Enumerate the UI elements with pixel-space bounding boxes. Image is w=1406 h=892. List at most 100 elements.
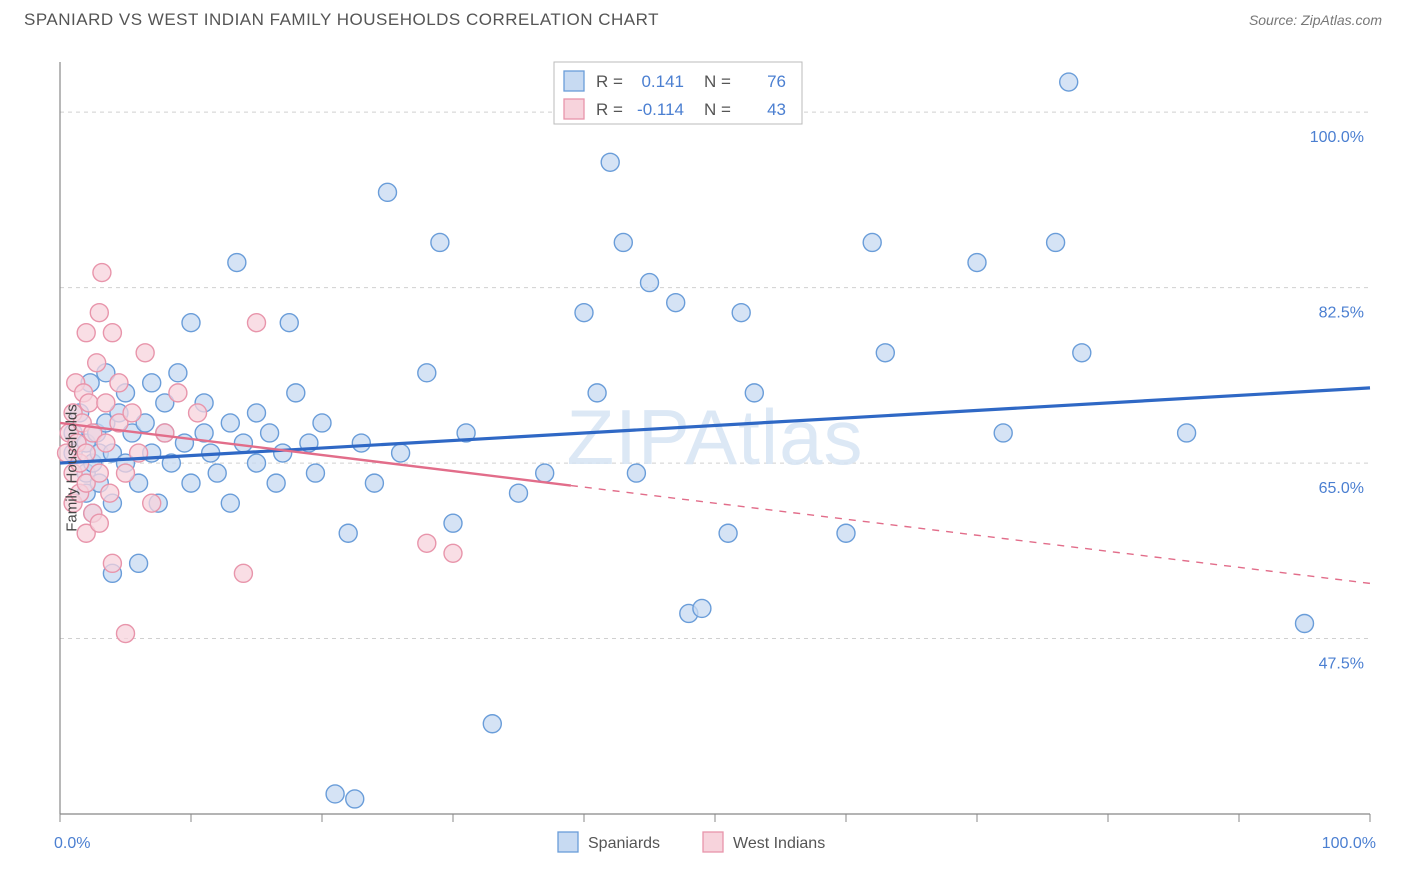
scatter-point bbox=[379, 183, 397, 201]
y-axis-label: Family Households bbox=[63, 404, 80, 532]
scatter-point bbox=[418, 534, 436, 552]
scatter-point bbox=[228, 254, 246, 272]
svg-text:47.5%: 47.5% bbox=[1319, 656, 1364, 673]
svg-text:76: 76 bbox=[767, 72, 786, 91]
scatter-point bbox=[365, 474, 383, 492]
scatter-point bbox=[863, 233, 881, 251]
scatter-chart: 47.5% 65.0% 82.5% 100.0% ZIPAtlas 0.0% 100.0% R… bbox=[0, 44, 1406, 892]
scatter-point bbox=[103, 554, 121, 572]
scatter-point bbox=[1296, 614, 1314, 632]
scatter-point bbox=[130, 554, 148, 572]
scatter-point bbox=[143, 374, 161, 392]
svg-text:N =: N = bbox=[704, 72, 731, 91]
legend-swatch bbox=[558, 832, 578, 852]
scatter-point bbox=[575, 304, 593, 322]
scatter-point bbox=[189, 404, 207, 422]
svg-text:65.0%: 65.0% bbox=[1319, 480, 1364, 497]
scatter-point bbox=[444, 514, 462, 532]
scatter-point bbox=[143, 494, 161, 512]
svg-text:100.0%: 100.0% bbox=[1310, 129, 1364, 146]
svg-text:R =: R = bbox=[596, 100, 623, 119]
scatter-point bbox=[306, 464, 324, 482]
legend-swatch bbox=[564, 99, 584, 119]
scatter-point bbox=[97, 434, 115, 452]
scatter-point bbox=[352, 434, 370, 452]
scatter-point bbox=[431, 233, 449, 251]
scatter-point bbox=[641, 274, 659, 292]
scatter-point bbox=[234, 434, 252, 452]
chart-source: Source: ZipAtlas.com bbox=[1249, 12, 1382, 28]
scatter-point bbox=[667, 294, 685, 312]
scatter-point bbox=[1060, 73, 1078, 91]
scatter-point bbox=[339, 524, 357, 542]
chart-header: SPANIARD VS WEST INDIAN FAMILY HOUSEHOLD… bbox=[0, 0, 1406, 36]
scatter-point bbox=[169, 364, 187, 382]
scatter-point bbox=[208, 464, 226, 482]
svg-text:43: 43 bbox=[767, 100, 786, 119]
scatter-point bbox=[90, 464, 108, 482]
scatter-point bbox=[267, 474, 285, 492]
scatter-point bbox=[280, 314, 298, 332]
legend-label: Spaniards bbox=[588, 835, 660, 852]
svg-text:-0.114: -0.114 bbox=[637, 100, 684, 119]
scatter-point bbox=[123, 404, 141, 422]
scatter-point bbox=[77, 324, 95, 342]
scatter-point bbox=[80, 394, 98, 412]
scatter-point bbox=[248, 404, 266, 422]
scatter-point bbox=[837, 524, 855, 542]
scatter-point bbox=[1178, 424, 1196, 442]
svg-text:82.5%: 82.5% bbox=[1319, 305, 1364, 322]
scatter-point bbox=[536, 464, 554, 482]
scatter-point bbox=[90, 514, 108, 532]
scatter-point bbox=[968, 254, 986, 272]
scatter-point bbox=[248, 454, 266, 472]
scatter-point bbox=[274, 444, 292, 462]
svg-text:ZIPAtlas: ZIPAtlas bbox=[567, 393, 864, 481]
scatter-point bbox=[346, 790, 364, 808]
scatter-point bbox=[510, 484, 528, 502]
scatter-point bbox=[103, 324, 121, 342]
scatter-point bbox=[88, 354, 106, 372]
scatter-point bbox=[1073, 344, 1091, 362]
scatter-point bbox=[110, 374, 128, 392]
scatter-point bbox=[136, 344, 154, 362]
scatter-point bbox=[261, 424, 279, 442]
scatter-point bbox=[234, 564, 252, 582]
scatter-point bbox=[392, 444, 410, 462]
scatter-point bbox=[117, 464, 135, 482]
scatter-point bbox=[745, 384, 763, 402]
svg-text:R =: R = bbox=[596, 72, 623, 91]
chart-area: Family Households 47.5% 65.0% 82.5% 100.0% Z… bbox=[0, 44, 1406, 892]
trend-line-dashed bbox=[571, 486, 1370, 584]
scatter-point bbox=[287, 384, 305, 402]
scatter-point bbox=[693, 599, 711, 617]
scatter-point bbox=[418, 364, 436, 382]
svg-text:N =: N = bbox=[704, 100, 731, 119]
scatter-point bbox=[117, 625, 135, 643]
scatter-point bbox=[1047, 233, 1065, 251]
scatter-point bbox=[221, 414, 239, 432]
legend-label: West Indians bbox=[733, 835, 825, 852]
scatter-point bbox=[732, 304, 750, 322]
scatter-point bbox=[248, 314, 266, 332]
legend-swatch bbox=[564, 71, 584, 91]
scatter-point bbox=[588, 384, 606, 402]
scatter-point bbox=[483, 715, 501, 733]
scatter-point bbox=[601, 153, 619, 171]
scatter-point bbox=[326, 785, 344, 803]
svg-text:100.0%: 100.0% bbox=[1322, 835, 1376, 852]
scatter-point bbox=[182, 474, 200, 492]
svg-text:0.0%: 0.0% bbox=[54, 835, 90, 852]
scatter-point bbox=[156, 424, 174, 442]
scatter-point bbox=[614, 233, 632, 251]
scatter-point bbox=[719, 524, 737, 542]
scatter-point bbox=[101, 484, 119, 502]
scatter-point bbox=[182, 314, 200, 332]
scatter-point bbox=[876, 344, 894, 362]
chart-title: SPANIARD VS WEST INDIAN FAMILY HOUSEHOLD… bbox=[24, 10, 659, 30]
svg-text:0.141: 0.141 bbox=[641, 72, 684, 91]
legend-swatch bbox=[703, 832, 723, 852]
scatter-point bbox=[93, 264, 111, 282]
scatter-point bbox=[90, 304, 108, 322]
scatter-point bbox=[627, 464, 645, 482]
